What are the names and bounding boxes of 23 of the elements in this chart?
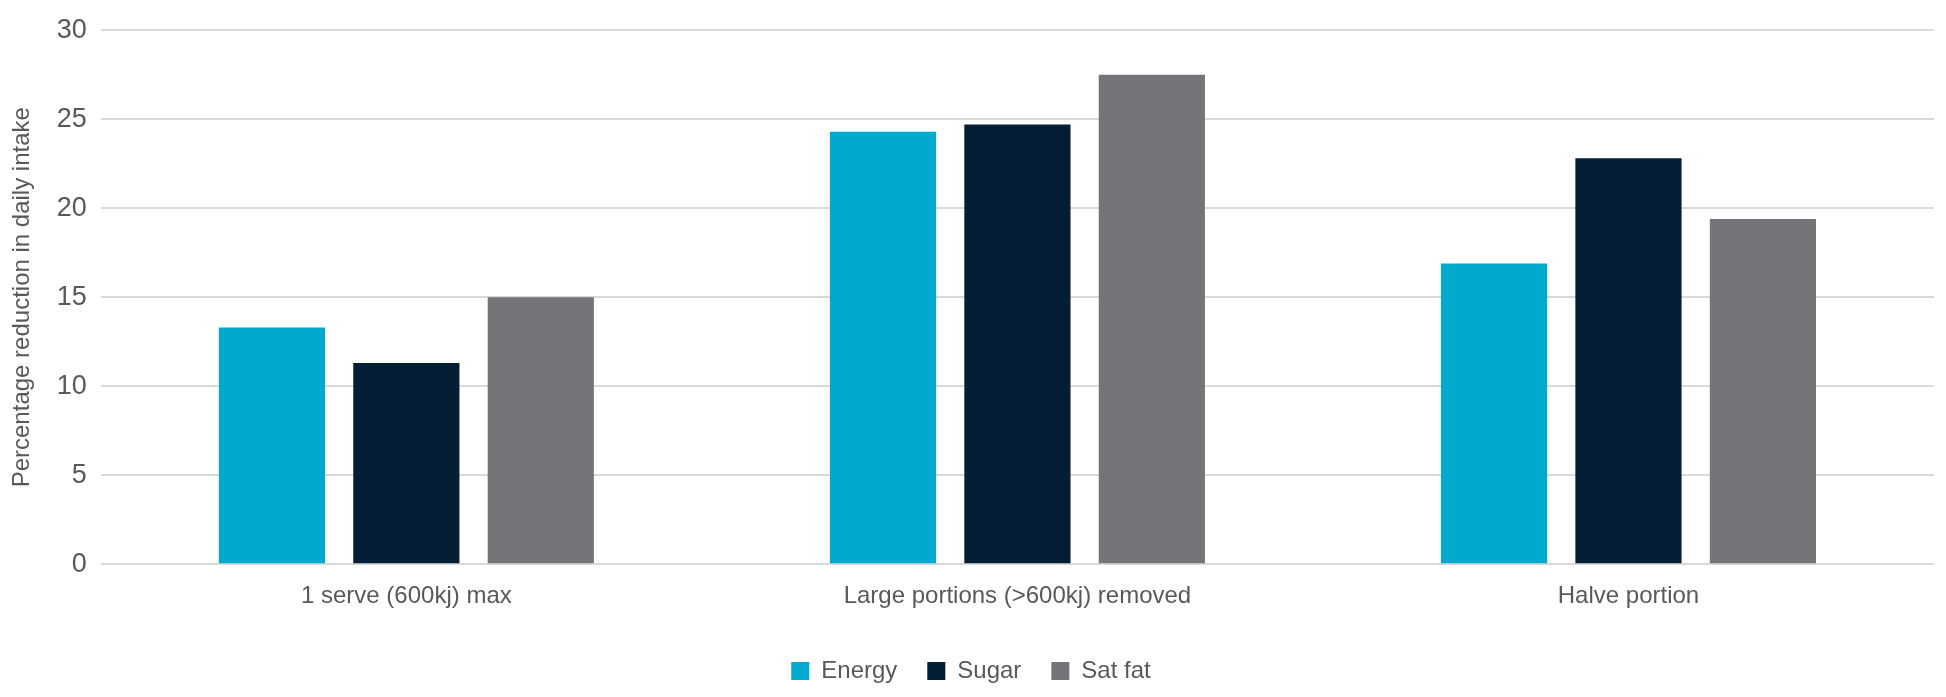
bar xyxy=(829,131,937,564)
legend-label: Energy xyxy=(821,655,898,683)
y-tick-label: 5 xyxy=(71,458,87,489)
y-tick-label: 10 xyxy=(56,369,87,400)
bar xyxy=(487,297,594,564)
legend-label: Sugar xyxy=(957,655,1022,683)
y-tick-label: 30 xyxy=(56,13,87,44)
y-axis-title: Percentage reduction in daily intake xyxy=(7,107,35,488)
y-tick-label: 0 xyxy=(71,547,87,578)
y-tick-label: 15 xyxy=(56,280,87,311)
bar xyxy=(1440,263,1548,564)
y-tick-label: 25 xyxy=(56,102,87,133)
x-tick-label: Halve portion xyxy=(1557,581,1700,609)
bar xyxy=(1098,74,1205,564)
bar xyxy=(964,124,1071,564)
legend-label: Sat fat xyxy=(1081,655,1152,683)
bar xyxy=(353,363,460,564)
bar xyxy=(1575,158,1682,564)
x-tick-label: Large portions (>600kj) removed xyxy=(843,581,1192,609)
y-tick-label: 20 xyxy=(56,191,87,222)
bar xyxy=(1709,218,1817,564)
bar xyxy=(218,327,326,564)
x-tick-label: 1 serve (600kj) max xyxy=(300,581,512,609)
